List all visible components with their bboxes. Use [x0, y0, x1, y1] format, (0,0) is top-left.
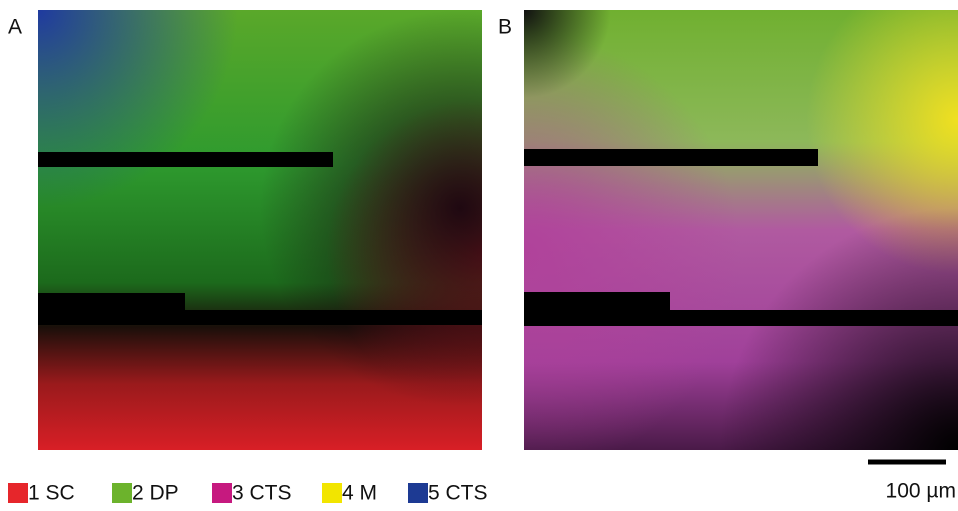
- panel-a-map: [38, 10, 482, 450]
- legend-swatch: [212, 483, 232, 503]
- legend-swatch: [8, 483, 28, 503]
- legend-swatch: [112, 483, 132, 503]
- legend-label: 1 SC: [28, 482, 75, 505]
- legend-swatch: [322, 483, 342, 503]
- legend-swatch: [408, 483, 428, 503]
- panel-label: A: [8, 16, 22, 39]
- scale-bar-label: 100 µm: [886, 480, 956, 503]
- legend: 1 SC 2 DP 3 CTS 4 M 5 CTS: [8, 482, 488, 505]
- legend-label: 2 DP: [132, 482, 179, 505]
- legend-label: 5 CTS: [428, 482, 488, 505]
- legend-label: 4 M: [342, 482, 377, 505]
- panel-label: B: [498, 16, 512, 39]
- panel-b-map: [524, 10, 958, 450]
- legend-label: 3 CTS: [232, 482, 292, 505]
